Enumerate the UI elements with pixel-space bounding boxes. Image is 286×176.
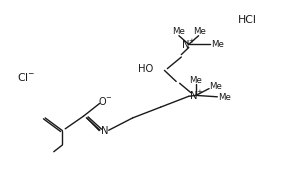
Text: Me: Me: [193, 27, 206, 36]
Text: Me: Me: [189, 76, 202, 85]
Text: HCl: HCl: [238, 15, 257, 25]
Text: Me: Me: [209, 82, 222, 91]
Text: Me: Me: [218, 93, 231, 102]
Text: N$^{+}$: N$^{+}$: [188, 89, 203, 102]
Text: N$^{+}$: N$^{+}$: [181, 38, 196, 51]
Text: N: N: [101, 126, 108, 136]
Text: HO: HO: [138, 64, 153, 74]
Text: Me: Me: [172, 27, 185, 36]
Text: Me: Me: [210, 40, 224, 49]
Text: O$^{-}$: O$^{-}$: [98, 95, 113, 107]
Text: Cl$^{-}$: Cl$^{-}$: [17, 71, 35, 83]
